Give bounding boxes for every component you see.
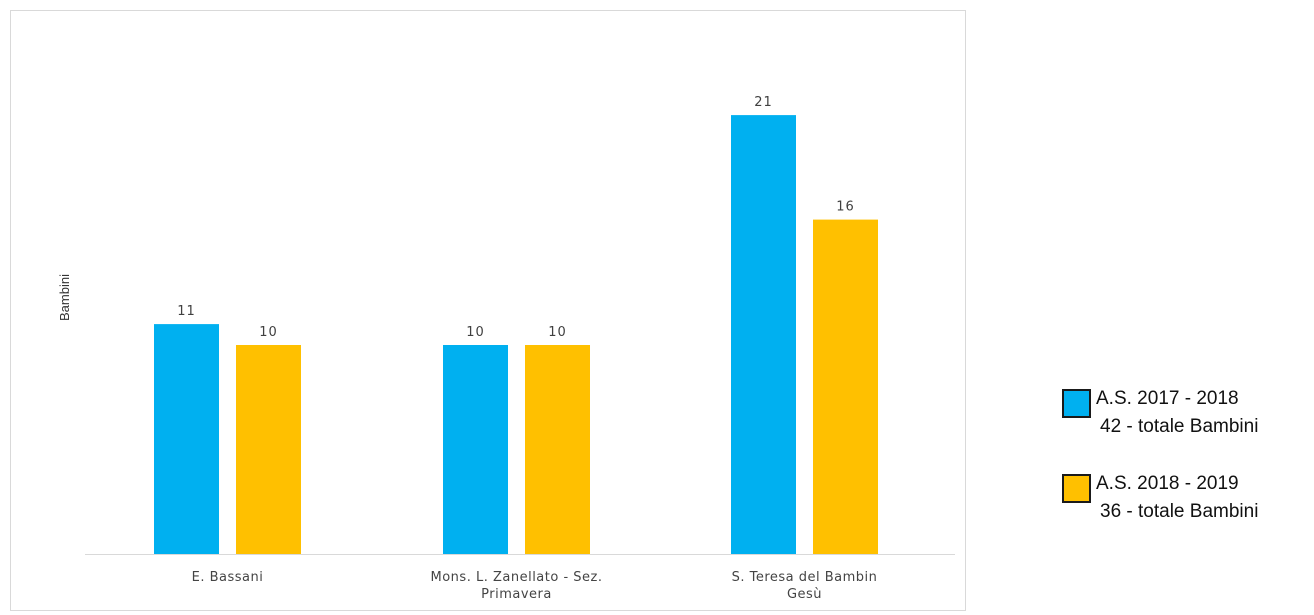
legend-series-total: 42 - totale Bambini [1100,416,1259,437]
bar-chart-plot: 11 10 21 10 10 16 [85,95,955,555]
legend-swatch-2017-2018 [1062,389,1091,418]
data-label: 10 [259,325,278,340]
legend-series-total: 36 - totale Bambini [1100,501,1259,522]
legend-item-2018-2019: A.S. 2018 - 2019 36 - totale Bambini [1062,470,1314,540]
data-label: 10 [548,325,567,340]
data-label: 16 [836,200,855,215]
x-tick-line: S. Teresa del Bambin [731,570,878,585]
x-tick-label: Mons. L. Zanellato - Sez. Primavera [417,569,617,603]
data-label: 21 [754,95,773,110]
bar-series-2-cat-1 [236,345,301,554]
x-tick-line: Primavera [481,587,552,602]
bar-series-1-cat-2 [443,345,508,554]
bar-series-2-cat-3 [813,219,878,554]
x-tick-line: Mons. L. Zanellato - Sez. [430,570,603,585]
x-tick-line: E. Bassani [191,570,264,585]
x-tick-label: S. Teresa del Bambin Gesù [705,569,905,603]
bar-series-2-cat-2 [525,345,590,554]
legend-label: A.S. 2017 - 2018 42 - totale Bambini [1096,385,1258,441]
chart-frame: 11 10 21 10 10 16 Bambini E. Bassani Mons. L. … [10,10,966,611]
y-axis-label: Bambini [57,274,72,321]
x-tick-label: E. Bassani [128,569,328,586]
bar-series-1-cat-1 [154,324,219,554]
x-tick-line: Gesù [786,587,823,602]
legend-label: A.S. 2018 - 2019 36 - totale Bambini [1096,470,1258,526]
legend-series-name: A.S. 2017 - 2018 [1096,388,1239,409]
legend: A.S. 2017 - 2018 42 - totale Bambini A.S… [1062,385,1314,555]
legend-swatch-2018-2019 [1062,474,1091,503]
data-label: 10 [466,325,485,340]
legend-item-2017-2018: A.S. 2017 - 2018 42 - totale Bambini [1062,385,1314,455]
bar-series-1-cat-3 [731,115,796,554]
data-label: 11 [177,304,196,319]
legend-series-name: A.S. 2018 - 2019 [1096,473,1239,494]
